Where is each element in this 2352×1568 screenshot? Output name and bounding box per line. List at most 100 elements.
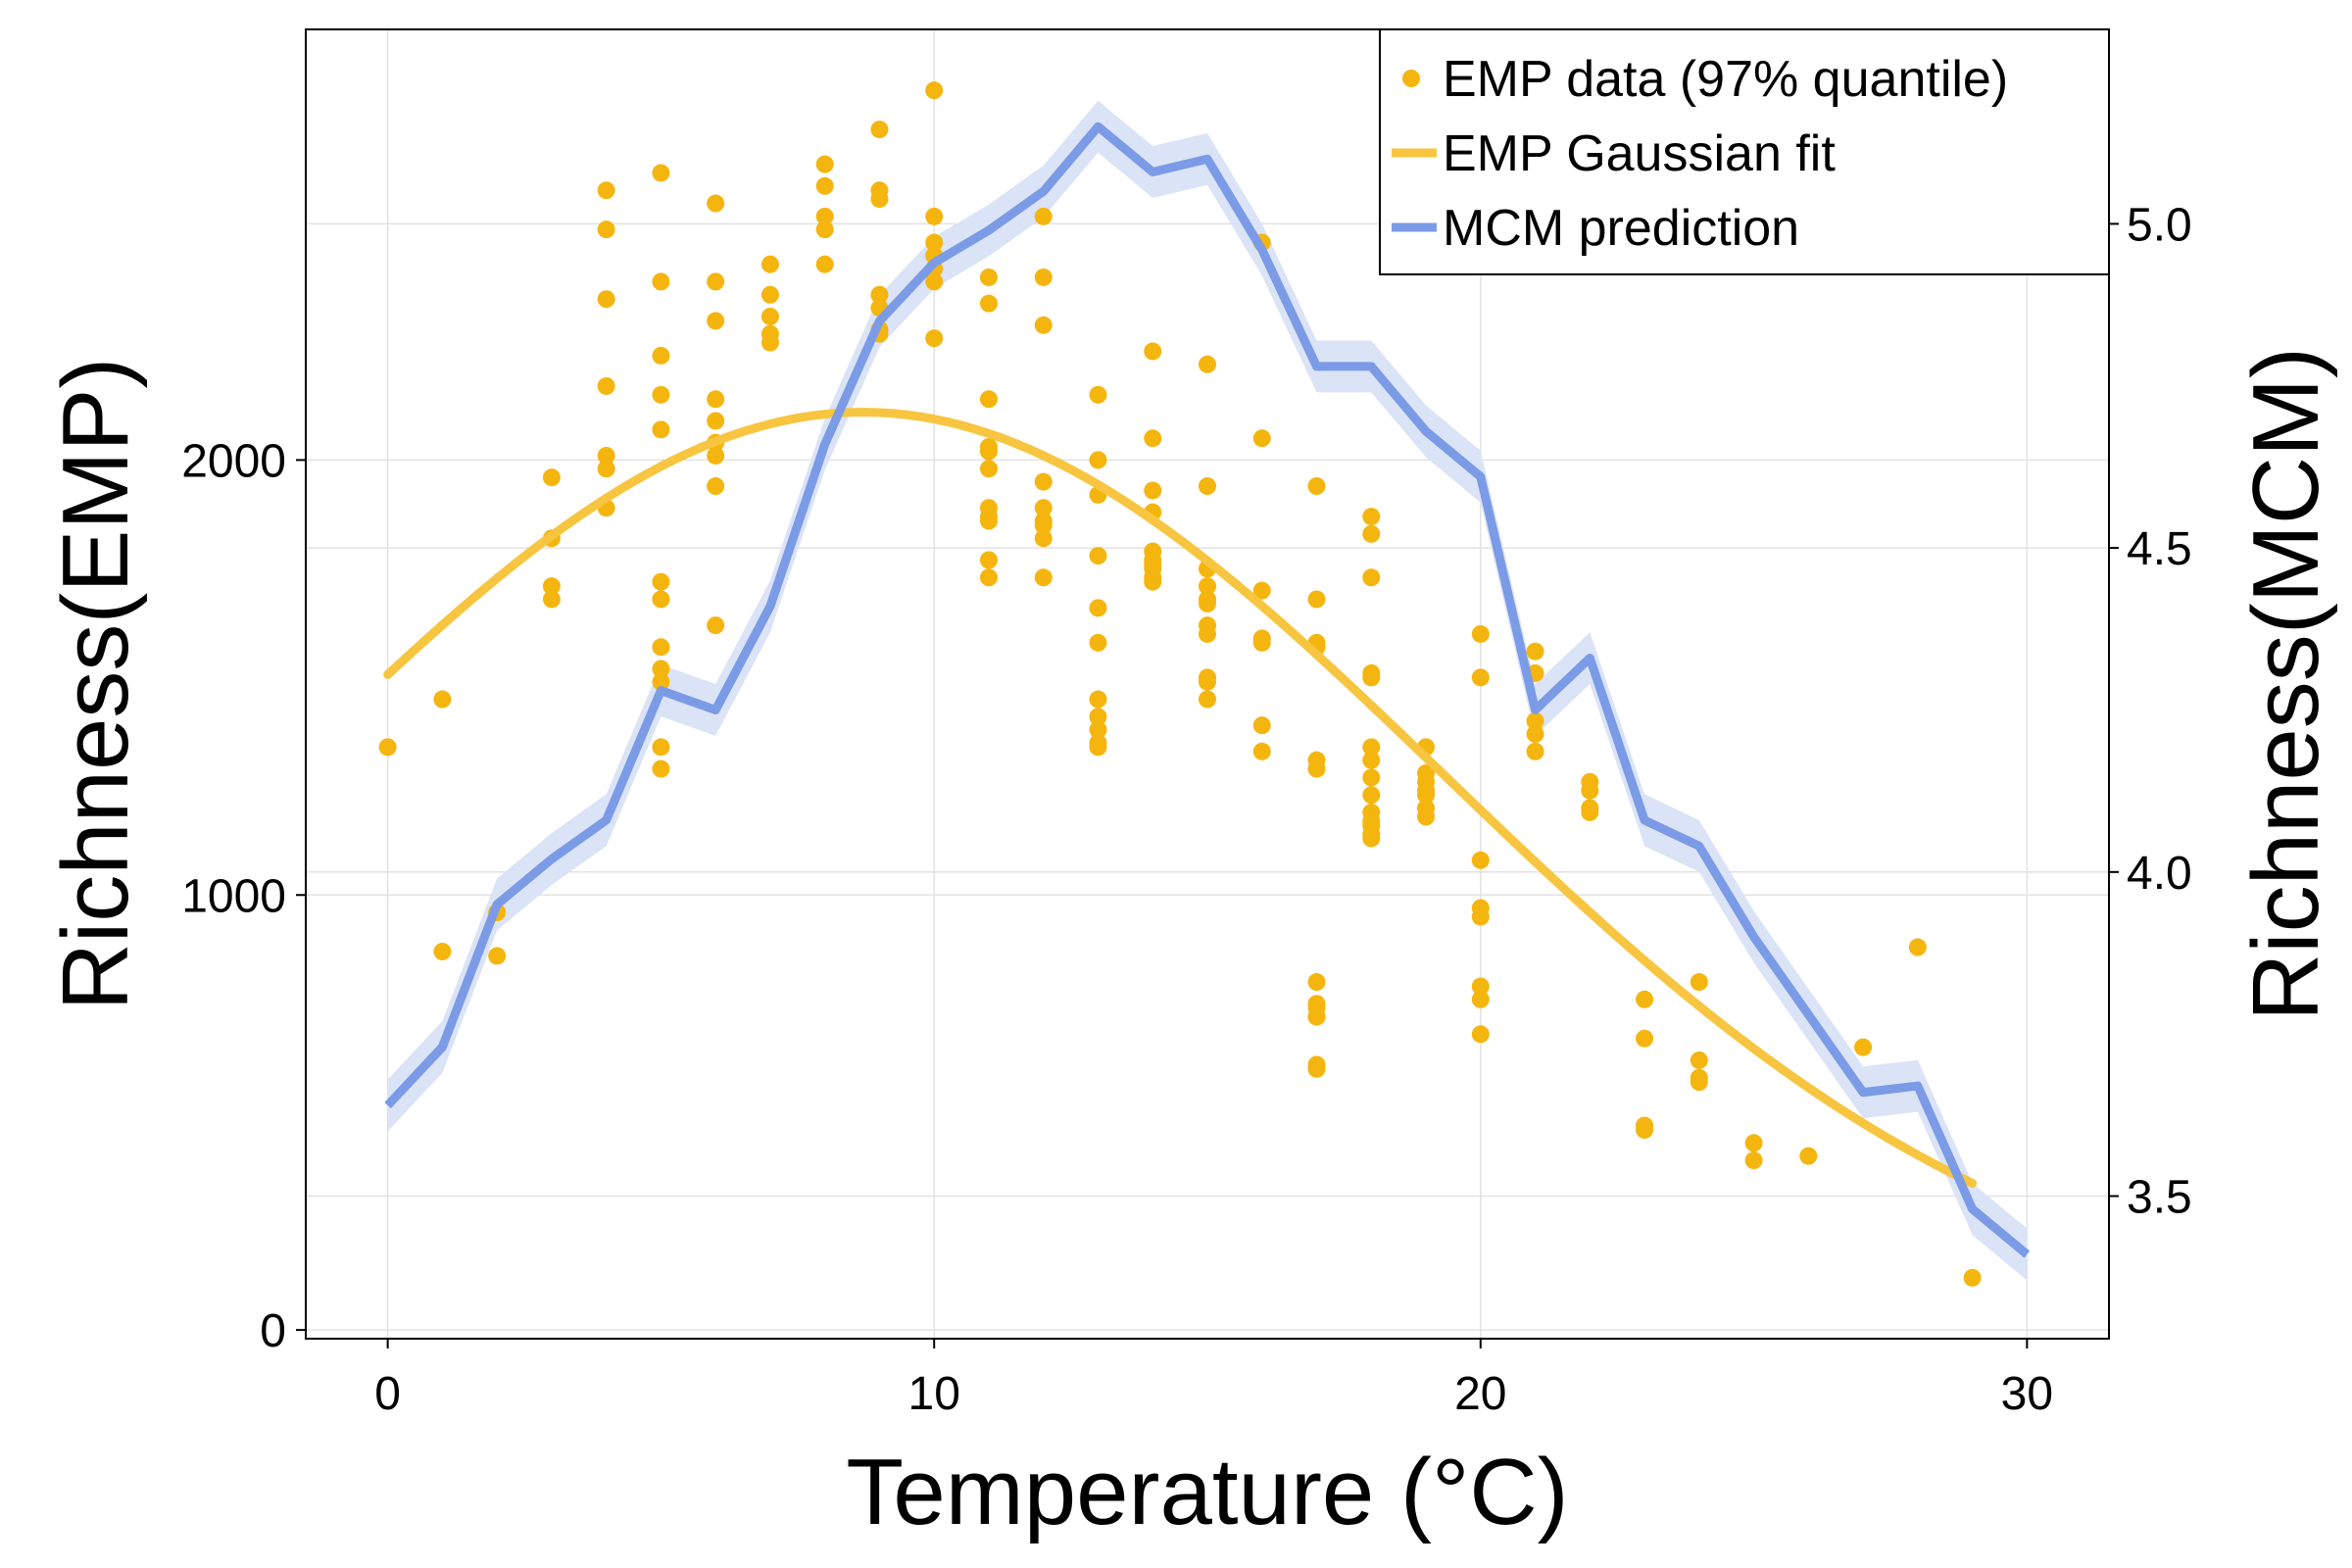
- emp-data-point: [1362, 738, 1381, 757]
- emp-data-point: [597, 290, 615, 309]
- emp-data-point: [378, 738, 397, 757]
- emp-data-point: [652, 420, 670, 439]
- emp-data-point: [597, 376, 615, 395]
- emp-data-point: [760, 285, 779, 304]
- emp-data-point: [652, 660, 670, 678]
- emp-data-point: [1744, 1134, 1763, 1152]
- emp-data-point: [652, 272, 670, 291]
- emp-data-point: [542, 577, 561, 596]
- y-right-axis-ticks: 3.5 4.0 4.5 5.0: [2109, 199, 2192, 1223]
- legend-label: EMP data (97% quantile): [1443, 51, 2008, 108]
- emp-data-point: [1307, 477, 1326, 496]
- emp-data-point: [1199, 355, 1216, 373]
- legend: EMP data (97% quantile) EMP Gaussian fit M…: [1379, 28, 2110, 275]
- legend-box: [1379, 28, 2110, 275]
- emp-data-point: [597, 460, 615, 478]
- emp-data-point: [870, 285, 889, 304]
- emp-data-point: [1581, 803, 1599, 821]
- emp-data-point: [925, 272, 944, 291]
- emp-data-point: [1089, 738, 1107, 757]
- emp-data-point: [1034, 207, 1053, 225]
- emp-data-point: [1199, 624, 1216, 643]
- emp-data-point: [1417, 786, 1436, 805]
- emp-data-point: [1089, 633, 1107, 652]
- emp-data-point: [1362, 829, 1381, 848]
- emp-data-point: [652, 385, 670, 404]
- emp-data-point: [1471, 668, 1490, 687]
- emp-data-point: [979, 442, 998, 461]
- emp-data-point: [979, 460, 998, 478]
- emp-data-point: [979, 551, 998, 569]
- emp-data-point: [1089, 547, 1107, 565]
- emp-data-point: [1362, 524, 1381, 543]
- emp-data-point: [1252, 581, 1271, 600]
- emp-data-point: [1199, 477, 1216, 496]
- emp-data-point: [1089, 599, 1107, 617]
- emp-data-point: [1690, 973, 1708, 992]
- emp-data-point: [652, 164, 670, 182]
- emp-data-point: [1034, 472, 1053, 491]
- mcm-prediction: [384, 122, 2031, 1258]
- emp-data-point: [1034, 316, 1053, 334]
- emp-data-point: [707, 194, 725, 213]
- emp-data-point: [870, 121, 889, 139]
- emp-data-point: [1690, 1051, 1708, 1069]
- emp-data-point: [1636, 990, 1654, 1008]
- emp-gaussian-fit-line: [383, 408, 1978, 1188]
- emp-data-point: [925, 207, 944, 225]
- emp-data-point: [1199, 577, 1216, 596]
- emp-data-point: [1252, 633, 1271, 652]
- emp-data-point: [1252, 429, 1271, 448]
- emp-data-point: [1199, 594, 1216, 612]
- emp-data-point: [652, 738, 670, 757]
- emp-data-point: [1307, 1007, 1326, 1026]
- emp-data-point: [979, 568, 998, 587]
- x-tick-label: 20: [1454, 1368, 1506, 1420]
- emp-data-point: [707, 390, 725, 409]
- emp-data-point: [979, 512, 998, 530]
- emp-data-point: [1636, 1029, 1654, 1048]
- emp-data-point: [1471, 907, 1490, 926]
- emp-data-point: [1581, 781, 1599, 800]
- emp-data-point: [597, 181, 615, 200]
- emp-data-point: [597, 446, 615, 465]
- emp-data-point: [1199, 672, 1216, 691]
- emp-data-point: [1307, 973, 1326, 992]
- emp-data-point: [652, 572, 670, 591]
- emp-data-point: [542, 468, 561, 487]
- emp-data-point: [1089, 708, 1107, 726]
- emp-data-point: [1307, 590, 1326, 609]
- y-left-tick-label: 2000: [181, 435, 286, 487]
- emp-data-point: [1471, 1025, 1490, 1044]
- y-left-tick-label: 0: [260, 1305, 286, 1357]
- emp-data-point: [652, 760, 670, 778]
- mcm-confidence-band: [387, 100, 2028, 1281]
- mcm-band-area: [387, 100, 2028, 1281]
- emp-gaussian-fit: [383, 408, 1978, 1188]
- emp-data-point: [1089, 385, 1107, 404]
- emp-data-point: [1799, 1147, 1818, 1165]
- emp-data-point: [1362, 568, 1381, 587]
- emp-data-point: [1854, 1038, 1873, 1056]
- emp-data-point: [1471, 624, 1490, 643]
- emp-data-point: [1471, 977, 1490, 996]
- emp-data-point: [1744, 1152, 1763, 1170]
- emp-data-point: [707, 477, 725, 496]
- emp-data-point: [1034, 515, 1053, 534]
- emp-data-point: [1362, 768, 1381, 787]
- emp-data-point: [707, 446, 725, 465]
- emp-data-point: [1690, 1073, 1708, 1092]
- emp-data-point: [1362, 751, 1381, 769]
- emp-data-point: [1307, 1059, 1326, 1078]
- emp-data-point: [1089, 451, 1107, 469]
- emp-data-point: [652, 638, 670, 657]
- emp-data-point: [815, 220, 834, 239]
- emp-data-point: [1963, 1268, 1982, 1287]
- emp-data-point: [1089, 690, 1107, 709]
- y-left-tick-label: 1000: [181, 870, 286, 922]
- legend-label: MCM prediction: [1443, 200, 1799, 257]
- emp-data-point: [1034, 499, 1053, 517]
- x-axis-title: Temperature (°C): [846, 1440, 1568, 1544]
- emp-data-point: [1144, 429, 1162, 448]
